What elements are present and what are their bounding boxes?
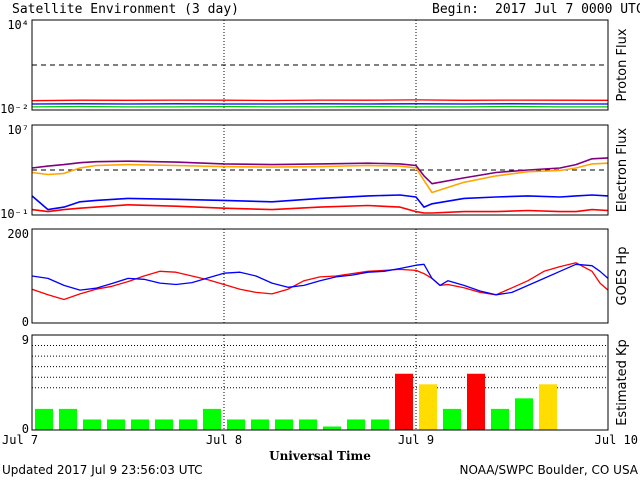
y-tick-label-top: 9 [22,333,29,347]
kp-bar [107,419,125,430]
kp-bar [443,408,461,430]
series-line-1 [31,157,609,185]
kp-bar [347,419,365,430]
panel-frame [31,124,609,216]
y-axis-label: Estimated Kp [615,339,630,426]
series-line-3 [31,194,609,211]
kp-bar [299,419,317,430]
updated-text: Updated 2017 Jul 9 23:56:03 UTC [2,463,202,477]
y-tick-label-top: 10⁴ [7,18,29,32]
y-tick-label-bottom: 0 [22,315,29,329]
kp-bar [515,398,533,430]
series-line-4 [31,204,609,214]
kp-bar [251,419,269,430]
kp-bar [323,426,341,430]
panel-4: 9 0 Estimated Kp [22,333,630,436]
panels: 10⁴ 10⁻² Proton Flux 10⁷ 10⁻¹ Electron Flux 20… [0,18,638,447]
x-tick-label: Jul 10 [595,433,638,447]
kp-bar [83,419,101,430]
kp-bar [59,408,77,430]
series-line-2 [31,162,609,194]
kp-bar [155,419,173,430]
kp-bar [395,373,413,430]
kp-bar [35,408,53,430]
x-tick-label: Jul 9 [398,433,434,447]
series-line-2 [31,263,609,296]
panel-frame [31,334,609,431]
source-text: NOAA/SWPC Boulder, CO USA [460,463,639,477]
x-axis-title: Universal Time [269,449,371,463]
chart-title: Satellite Environment (3 day) [12,2,239,17]
kp-bar [179,419,197,430]
panel-3: 200 0 GOES Hp [7,227,630,329]
y-tick-label-bottom: 10⁻² [0,102,29,116]
panel-2: 10⁷ 10⁻¹ Electron Flux [0,123,630,221]
series-line-1 [31,99,609,102]
kp-bar [371,419,389,430]
kp-bar [227,419,245,430]
kp-bar [275,419,293,430]
kp-bar [467,373,485,430]
begin-label: Begin: [432,2,479,17]
panel-frame [31,19,609,111]
y-tick-label-top: 200 [7,227,29,241]
x-tick-label: Jul 8 [206,433,242,447]
y-tick-label-bottom: 10⁻¹ [0,207,29,221]
x-tick-label: Jul 7 [2,433,38,447]
kp-bar [539,384,557,430]
y-axis-label: Electron Flux [615,127,630,212]
panel-1: 10⁴ 10⁻² Proton Flux [0,18,630,116]
kp-bar [419,384,437,430]
kp-bar [203,408,221,430]
kp-bar [491,408,509,430]
y-axis-label: Proton Flux [615,28,630,101]
begin-value: 2017 Jul 7 0000 UTC [495,2,640,17]
y-tick-label-bottom: 0 [22,422,29,436]
y-tick-label-top: 10⁷ [7,123,29,137]
kp-bar [131,419,149,430]
panel-frame [31,228,609,324]
y-axis-label: GOES Hp [615,247,630,306]
